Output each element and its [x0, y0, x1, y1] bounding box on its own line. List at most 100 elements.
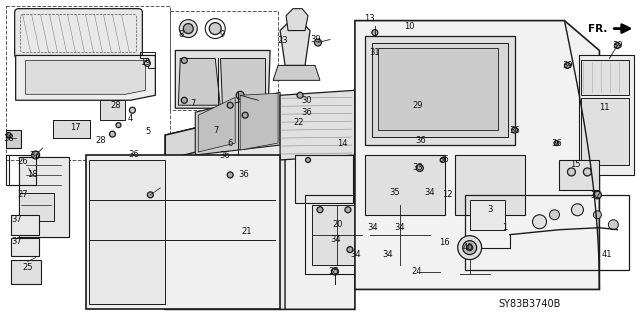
Polygon shape — [175, 50, 270, 108]
Circle shape — [129, 107, 136, 113]
Text: 31: 31 — [369, 48, 380, 57]
Polygon shape — [165, 90, 355, 309]
Text: 35: 35 — [390, 188, 400, 197]
Bar — [579, 56, 634, 175]
Circle shape — [614, 42, 620, 48]
Text: 12: 12 — [442, 190, 453, 199]
Circle shape — [115, 109, 122, 116]
Text: 4: 4 — [128, 114, 133, 123]
Circle shape — [572, 204, 584, 216]
Circle shape — [593, 191, 602, 199]
Text: 28: 28 — [110, 101, 121, 110]
Text: 17: 17 — [70, 122, 81, 132]
Circle shape — [242, 112, 248, 118]
Text: 34: 34 — [367, 223, 378, 232]
Text: 38: 38 — [3, 134, 14, 143]
Text: 6: 6 — [227, 138, 233, 148]
Text: 24: 24 — [412, 267, 422, 276]
Text: FR.: FR. — [588, 24, 607, 33]
Text: 16: 16 — [440, 238, 450, 247]
Text: 8: 8 — [179, 30, 184, 39]
Bar — [19, 157, 68, 237]
Text: 7: 7 — [214, 126, 219, 135]
Text: 29: 29 — [413, 101, 423, 110]
Circle shape — [458, 236, 482, 260]
Text: 34: 34 — [331, 235, 341, 244]
Polygon shape — [273, 65, 320, 80]
Text: 9: 9 — [220, 30, 225, 39]
Text: 36: 36 — [438, 155, 449, 165]
Text: 34: 34 — [383, 250, 393, 259]
Circle shape — [6, 133, 11, 137]
Text: 32: 32 — [590, 191, 601, 200]
Text: 20: 20 — [333, 220, 343, 229]
Circle shape — [317, 207, 323, 213]
Bar — [6, 155, 36, 185]
Circle shape — [564, 63, 570, 68]
Polygon shape — [559, 160, 600, 190]
Bar — [11, 260, 40, 285]
Bar — [295, 155, 353, 203]
Text: 27: 27 — [17, 190, 28, 199]
Text: 41: 41 — [601, 250, 612, 259]
Bar — [465, 195, 629, 270]
Text: 36: 36 — [509, 126, 520, 135]
Polygon shape — [165, 90, 355, 160]
Circle shape — [403, 207, 409, 213]
Text: 18: 18 — [28, 170, 38, 179]
Text: 39: 39 — [612, 41, 623, 50]
Circle shape — [183, 24, 193, 33]
Circle shape — [416, 165, 423, 171]
Circle shape — [390, 247, 396, 253]
Bar — [378, 48, 498, 130]
Text: 40: 40 — [463, 243, 473, 252]
Text: 26: 26 — [17, 158, 28, 167]
Circle shape — [209, 23, 221, 34]
Text: SY83B3740B: SY83B3740B — [499, 299, 561, 309]
Text: 11: 11 — [599, 103, 610, 112]
Polygon shape — [581, 60, 629, 95]
Circle shape — [305, 158, 310, 162]
Polygon shape — [86, 155, 280, 309]
Text: 14: 14 — [337, 138, 348, 148]
Text: 10: 10 — [404, 22, 415, 31]
Bar — [370, 205, 430, 264]
Polygon shape — [52, 120, 90, 138]
Circle shape — [584, 168, 591, 176]
Polygon shape — [280, 16, 310, 65]
Text: 15: 15 — [570, 160, 580, 169]
Circle shape — [467, 245, 473, 251]
Circle shape — [593, 211, 602, 219]
Bar — [372, 42, 508, 137]
Text: 23: 23 — [278, 36, 289, 45]
Circle shape — [609, 220, 618, 230]
Text: 36: 36 — [239, 170, 250, 179]
Circle shape — [372, 30, 378, 35]
Circle shape — [463, 241, 477, 255]
Text: 36: 36 — [415, 136, 426, 145]
Text: 5: 5 — [146, 127, 151, 136]
Text: 33: 33 — [29, 151, 40, 160]
Circle shape — [554, 141, 559, 145]
Circle shape — [179, 19, 197, 38]
Circle shape — [181, 97, 188, 103]
Text: 37: 37 — [12, 237, 22, 246]
Polygon shape — [19, 157, 68, 237]
Text: 36: 36 — [301, 108, 312, 117]
Polygon shape — [195, 92, 280, 155]
Text: 1: 1 — [502, 223, 508, 232]
Circle shape — [297, 92, 303, 98]
Polygon shape — [280, 90, 355, 160]
Polygon shape — [581, 98, 629, 165]
Polygon shape — [165, 110, 285, 309]
Bar — [305, 195, 440, 274]
Polygon shape — [100, 100, 125, 120]
Text: 37: 37 — [12, 215, 22, 224]
Bar — [365, 35, 515, 145]
Circle shape — [550, 210, 559, 220]
Polygon shape — [220, 58, 265, 105]
Polygon shape — [179, 58, 220, 105]
Circle shape — [116, 123, 121, 128]
Circle shape — [532, 215, 547, 229]
Text: 28: 28 — [95, 136, 106, 145]
